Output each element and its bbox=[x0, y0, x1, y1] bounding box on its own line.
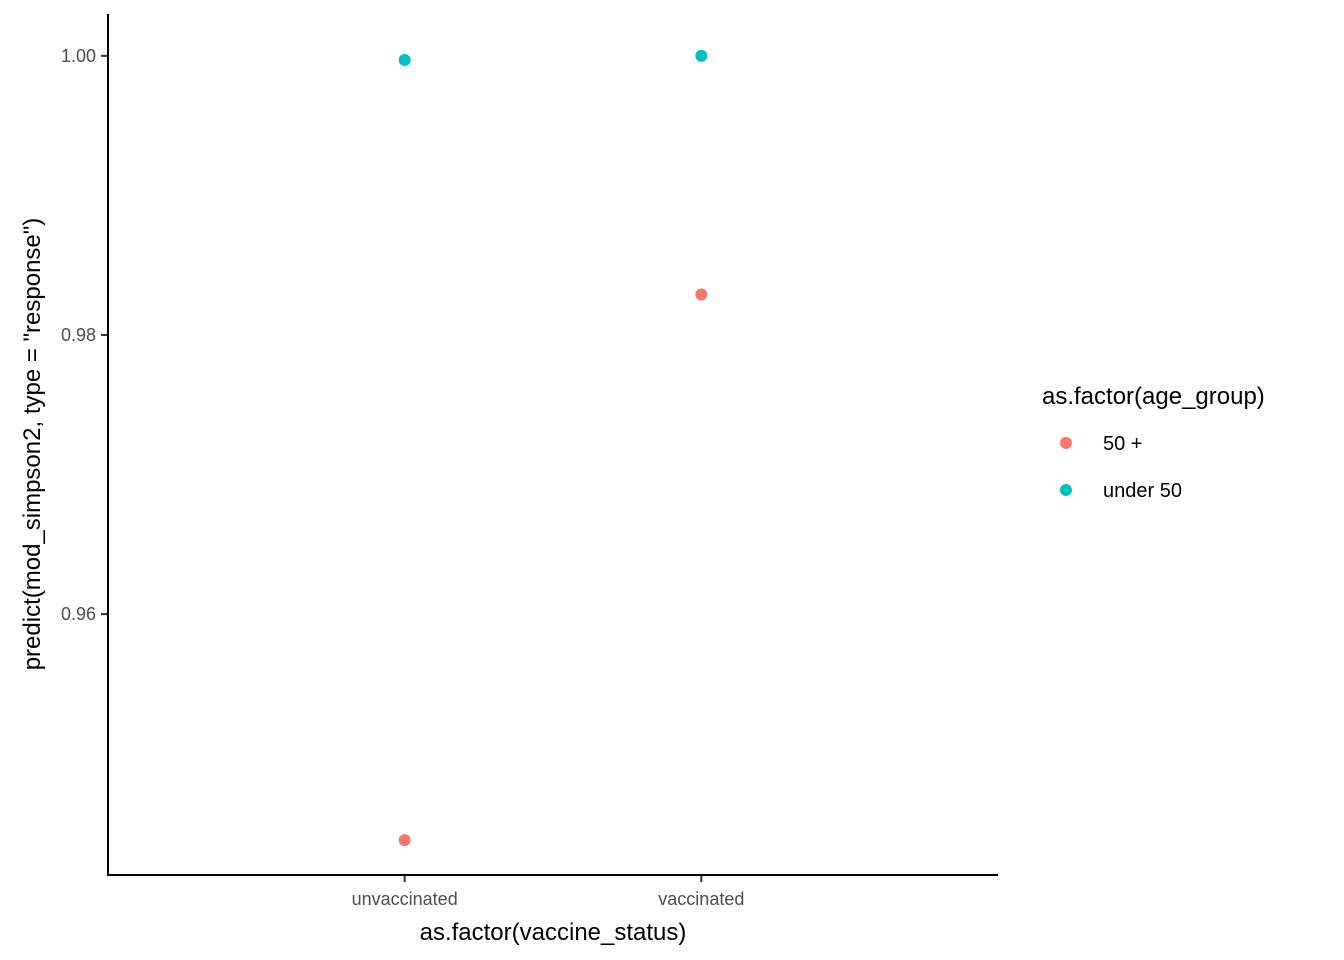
legend-label-1: under 50 bbox=[1103, 480, 1182, 502]
legend-key-1 bbox=[1060, 484, 1072, 496]
x-tick-label-vaccinated: vaccinated bbox=[658, 889, 744, 909]
point-under-50-vaccinated bbox=[695, 49, 708, 62]
point-50-vaccinated bbox=[695, 288, 708, 301]
point-50-unvaccinated bbox=[398, 834, 411, 847]
y-axis-ticks: 0.96 0.98 1.00 bbox=[61, 46, 108, 624]
legend: as.factor(age_group) 50 + under 50 bbox=[1042, 383, 1265, 502]
legend-key-0 bbox=[1060, 437, 1072, 449]
y-tick-label-0.98: 0.98 bbox=[61, 325, 96, 345]
data-points bbox=[398, 49, 708, 847]
legend-items: 50 + under 50 bbox=[1060, 433, 1182, 502]
x-axis-title: as.factor(vaccine_status) bbox=[420, 919, 687, 946]
legend-label-0: 50 + bbox=[1103, 433, 1142, 455]
x-tick-label-unvaccinated: unvaccinated bbox=[352, 889, 458, 909]
y-tick-label-1.00: 1.00 bbox=[61, 46, 96, 66]
y-tick-label-0.96: 0.96 bbox=[61, 604, 96, 624]
point-under-50-unvaccinated bbox=[398, 54, 411, 67]
x-axis-ticks: unvaccinated vaccinated bbox=[352, 875, 744, 909]
legend-title: as.factor(age_group) bbox=[1042, 383, 1265, 410]
y-axis-title: predict(mod_simpson2, type = "response") bbox=[19, 218, 46, 671]
